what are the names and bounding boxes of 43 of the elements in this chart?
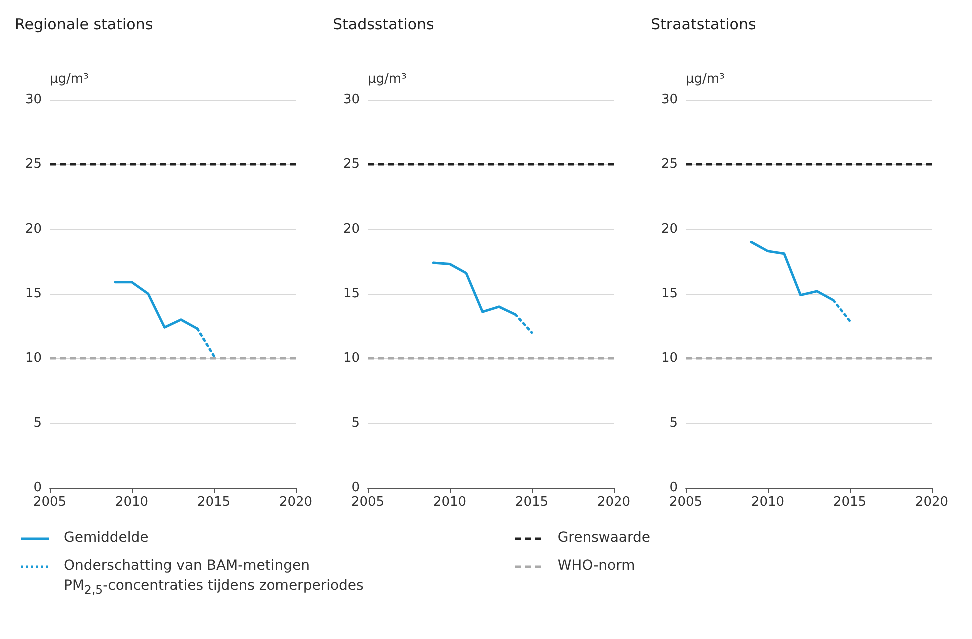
y-tick-label: 30 xyxy=(25,92,42,108)
y-tick-label: 0 xyxy=(352,480,360,496)
y-tick-label: 15 xyxy=(25,286,42,302)
y-tick-label: 10 xyxy=(343,351,360,366)
chart-title: Stadsstations xyxy=(333,16,435,34)
y-tick-label: 5 xyxy=(34,416,42,431)
y-tick-label: 20 xyxy=(343,222,360,237)
y-tick-label: 15 xyxy=(343,286,360,302)
y-tick-label: 25 xyxy=(661,157,678,172)
y-tick-label: 0 xyxy=(670,480,678,496)
x-tick-label: 2020 xyxy=(915,495,949,510)
y-tick-label: 0 xyxy=(34,480,42,496)
chart-title: Regionale stations xyxy=(15,16,154,34)
legend-label: WHO-norm xyxy=(558,557,636,576)
y-tick-label: 15 xyxy=(661,286,678,302)
y-tick-label: 20 xyxy=(661,222,678,237)
y-tick-label: 20 xyxy=(25,222,42,237)
y-axis-title: µg/m³ xyxy=(50,72,89,87)
x-tick-label: 2020 xyxy=(279,495,313,510)
x-tick-label: 2005 xyxy=(351,495,385,510)
y-tick-label: 30 xyxy=(343,92,360,108)
y-tick-label: 5 xyxy=(670,416,678,431)
x-tick-label: 2020 xyxy=(597,495,631,510)
x-tick-label: 2005 xyxy=(33,495,67,510)
y-tick-label: 30 xyxy=(661,92,678,108)
x-tick-label: 2005 xyxy=(669,495,703,510)
x-tick-label: 2010 xyxy=(751,495,785,510)
x-tick-label: 2015 xyxy=(515,495,549,510)
x-tick-label: 2010 xyxy=(433,495,467,510)
y-tick-label: 10 xyxy=(661,351,678,366)
y-tick-label: 25 xyxy=(25,157,42,172)
y-axis-title: µg/m³ xyxy=(686,72,725,87)
x-tick-label: 2010 xyxy=(115,495,149,510)
legend-label: Gemiddelde xyxy=(64,529,149,548)
x-tick-label: 2015 xyxy=(197,495,231,510)
legend-label: Grenswaarde xyxy=(558,529,651,548)
y-tick-label: 25 xyxy=(343,157,360,172)
x-tick-label: 2015 xyxy=(833,495,867,510)
y-tick-label: 5 xyxy=(352,416,360,431)
y-axis-title: µg/m³ xyxy=(368,72,407,87)
legend-label: Onderschatting van BAM-metingen PM$_{2,5}$-concentraties tijdens zomerperiodes xyxy=(64,557,364,599)
y-tick-label: 10 xyxy=(25,351,42,366)
chart-title: Straatstations xyxy=(651,16,756,34)
